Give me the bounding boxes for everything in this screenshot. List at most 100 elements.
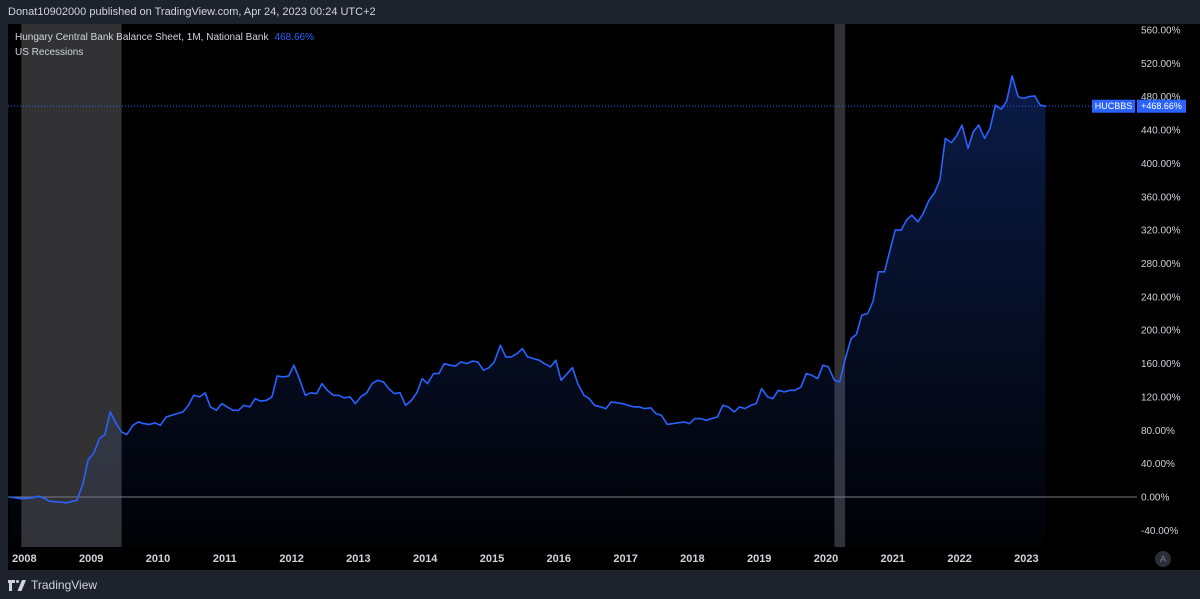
x-tick-label: 2008 — [12, 553, 36, 565]
data-point — [399, 392, 401, 394]
data-point — [115, 423, 117, 425]
tradingview-brand[interactable]: TradingView — [8, 578, 97, 592]
data-point — [20, 498, 22, 500]
data-point — [282, 376, 284, 378]
data-point — [560, 379, 562, 381]
price-axis[interactable]: 560.00% 520.00% 480.00% 440.00% 400.00% 360.0… — [1141, 26, 1181, 537]
data-point — [299, 379, 301, 381]
data-point — [126, 433, 128, 436]
data-point — [1028, 96, 1030, 98]
x-tick-label: 2022 — [947, 553, 971, 565]
data-point — [722, 404, 724, 406]
data-point — [393, 393, 395, 395]
y-tick-label: -40.00% — [1141, 526, 1178, 537]
y-tick-label: 400.00% — [1141, 159, 1181, 170]
data-point — [928, 200, 930, 202]
y-tick-label: 320.00% — [1141, 226, 1181, 237]
series-area-fill — [10, 75, 1046, 548]
x-tick-label: 2019 — [747, 553, 771, 565]
data-point — [32, 497, 34, 499]
data-point — [493, 361, 495, 363]
data-point — [956, 135, 958, 137]
series-area — [10, 75, 1046, 548]
x-tick-label: 2014 — [413, 553, 438, 565]
data-point — [610, 401, 612, 403]
published-info: Donat10902000 published on TradingView.c… — [8, 6, 376, 18]
data-point — [616, 402, 618, 404]
y-tick-label: 360.00% — [1141, 192, 1181, 203]
data-point — [382, 381, 384, 383]
footer: TradingView — [0, 570, 1200, 599]
data-point — [104, 433, 106, 436]
data-point — [271, 396, 273, 398]
data-point — [82, 483, 84, 486]
data-point — [683, 421, 685, 423]
data-point — [371, 383, 373, 385]
data-point — [533, 358, 535, 360]
series-title: Hungary Central Bank Balance Sheet, 1M, … — [15, 32, 269, 43]
y-tick-label: 40.00% — [1141, 459, 1175, 470]
data-point — [65, 502, 67, 504]
x-tick-label: 2012 — [279, 553, 303, 565]
data-point — [805, 373, 807, 375]
data-point — [755, 403, 757, 405]
data-point — [143, 423, 145, 425]
data-point — [984, 137, 986, 139]
time-axis[interactable]: 2008 2009 2010 2011 2012 2013 2014 2015 2016 2017… — [12, 553, 1038, 565]
data-point — [471, 360, 473, 362]
data-point — [638, 406, 640, 408]
data-point — [483, 369, 485, 371]
data-point — [477, 361, 479, 363]
data-point — [883, 271, 886, 273]
data-point — [650, 407, 652, 409]
data-point — [466, 363, 468, 365]
x-tick-label: 2020 — [814, 553, 838, 565]
x-tick-label: 2023 — [1014, 553, 1038, 565]
data-point — [605, 408, 607, 410]
data-point — [889, 250, 891, 252]
data-point — [900, 229, 902, 231]
symbol-label: HUCBBS — [1095, 101, 1133, 111]
series-legend-row[interactable]: Hungary Central Bank Balance Sheet, 1M, … — [15, 30, 314, 45]
data-point — [917, 221, 919, 223]
data-point — [894, 229, 896, 231]
x-tick-label: 2011 — [213, 553, 237, 565]
recession-legend[interactable]: US Recessions — [15, 47, 84, 58]
data-point — [304, 394, 306, 396]
data-point — [438, 373, 440, 375]
data-point — [1006, 100, 1008, 102]
data-point — [187, 404, 189, 406]
data-point — [772, 398, 774, 400]
data-point — [416, 392, 418, 394]
data-point — [199, 396, 201, 398]
data-point — [922, 212, 924, 215]
data-point — [877, 271, 880, 273]
data-point — [571, 367, 574, 369]
x-tick-label: 2009 — [79, 553, 103, 565]
chart-legend: Hungary Central Bank Balance Sheet, 1M, … — [15, 30, 314, 60]
data-point — [165, 416, 167, 418]
data-point — [1044, 105, 1047, 107]
data-point — [694, 418, 696, 420]
x-tick-label: 2018 — [680, 553, 704, 565]
data-point — [92, 453, 95, 455]
data-point — [944, 137, 946, 139]
data-point — [1011, 75, 1013, 77]
y-tick-label: 160.00% — [1141, 359, 1181, 370]
data-point — [817, 378, 819, 380]
data-point — [861, 314, 863, 316]
data-point — [343, 397, 345, 399]
y-tick-label: 240.00% — [1141, 292, 1181, 303]
series-value: 468.66% — [274, 32, 314, 43]
data-point — [209, 406, 211, 408]
x-tick-label: 2015 — [480, 553, 504, 565]
data-point — [349, 396, 351, 398]
data-point — [934, 192, 936, 194]
data-point — [259, 400, 262, 402]
data-point — [577, 383, 579, 385]
data-point — [967, 147, 969, 149]
x-tick-label: 2017 — [613, 553, 637, 565]
auto-scale-button[interactable]: A — [1155, 551, 1171, 567]
data-point — [137, 421, 139, 423]
